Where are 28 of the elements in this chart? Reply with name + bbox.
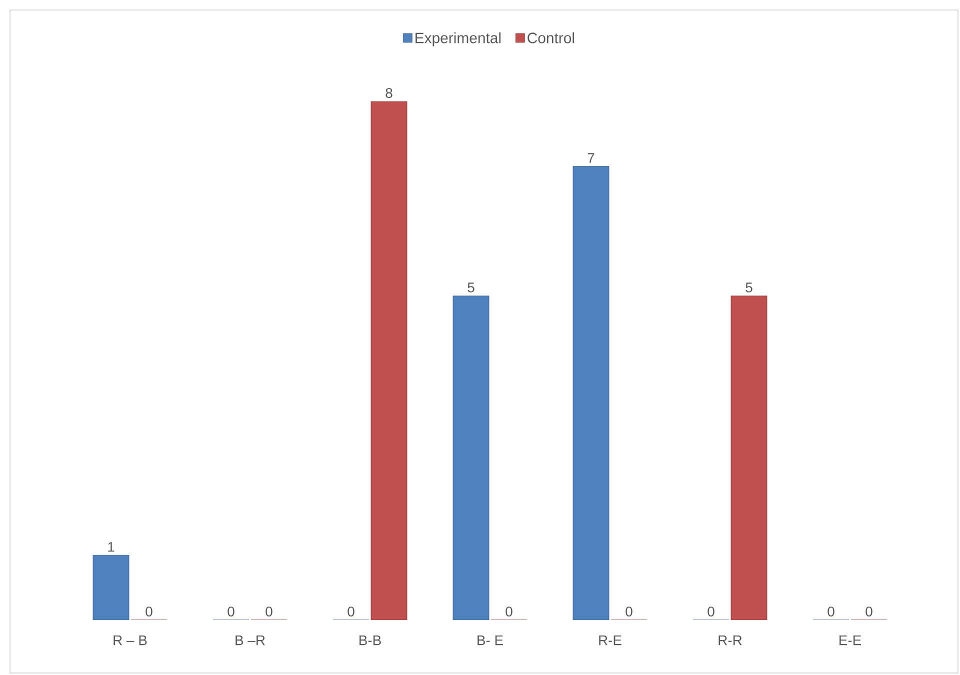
bar [572, 166, 610, 620]
data-label: 0 [866, 606, 872, 616]
data-label: 0 [348, 606, 354, 616]
data-label: 0 [146, 606, 152, 616]
data-label: 8 [386, 88, 392, 98]
x-tick-label: R-R [718, 635, 742, 646]
data-label: 1 [108, 542, 114, 552]
x-tick-label: B- E [478, 635, 503, 646]
bar [370, 101, 408, 620]
x-tick-label: B-B [360, 635, 381, 646]
data-label: 7 [588, 153, 594, 163]
bar [452, 296, 490, 620]
x-tick-label: B –R [236, 635, 265, 646]
x-tick-label: R-E [599, 635, 622, 646]
bar [92, 554, 130, 620]
data-label: 0 [708, 606, 714, 616]
legend-label: Control [528, 32, 574, 44]
legend-label: Experimental [416, 32, 501, 46]
data-label: 5 [468, 282, 474, 292]
data-label: 0 [506, 606, 512, 616]
data-label: 0 [828, 606, 834, 616]
x-tick-label: E-E [840, 635, 862, 646]
bar [730, 296, 768, 620]
data-label: 0 [626, 606, 632, 616]
x-tick-label: R – B [114, 635, 147, 646]
data-label: 0 [266, 606, 272, 616]
data-label: 5 [746, 282, 752, 292]
data-label: 0 [228, 606, 234, 616]
